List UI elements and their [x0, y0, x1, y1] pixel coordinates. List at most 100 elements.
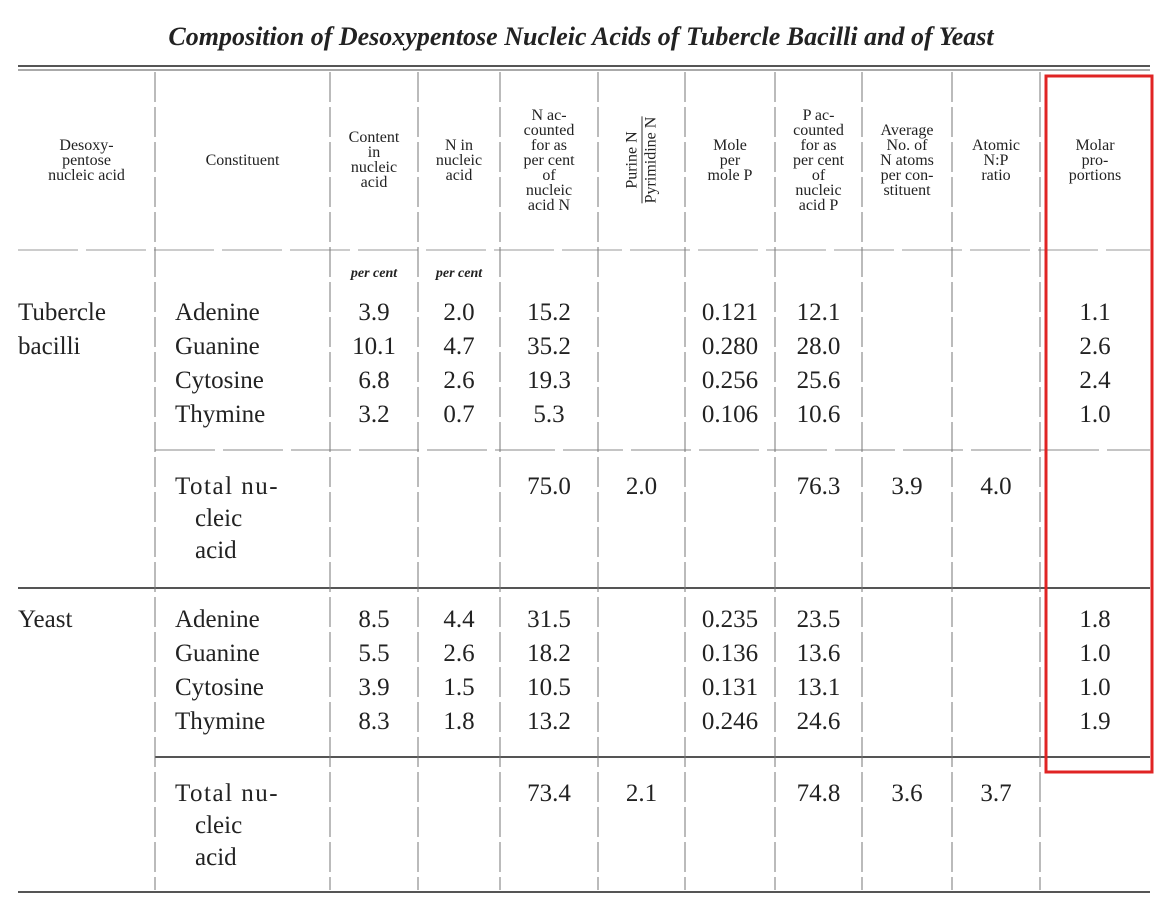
unit-label: per cent [435, 266, 483, 281]
table-cell: 0.7 [443, 401, 475, 428]
table-cell: 24.6 [796, 708, 841, 735]
table-cell: 3.9 [358, 674, 390, 701]
constituent: Cytosine [175, 674, 264, 701]
header-line: mole P [707, 166, 753, 184]
table-cell: 5.5 [358, 640, 390, 667]
table-cell: 2.4 [1079, 367, 1111, 394]
table-cell: 0.235 [701, 606, 759, 633]
column-header: N in nucleic acid [418, 75, 500, 245]
header-line: acid [445, 166, 473, 184]
table-cell: 4.7 [443, 333, 475, 360]
table-cell: 3.9 [891, 473, 923, 500]
table-cell: 0.121 [701, 299, 759, 326]
table-cell: 13.1 [796, 674, 841, 701]
column-header: Mole per mole P [685, 75, 775, 245]
table-cell: 13.2 [527, 708, 571, 735]
table-cell: 1.8 [1079, 606, 1111, 633]
table-cell: 10.1 [352, 333, 396, 360]
header-line: Mole [713, 136, 747, 154]
table-cell: 1.5 [443, 674, 475, 701]
header-line: per [719, 151, 741, 169]
table-cell: 0.246 [701, 708, 759, 735]
header-line: P ac- [802, 106, 835, 124]
table-cell: 15.2 [527, 299, 571, 326]
header-line: acid [360, 174, 388, 191]
column-header: N ac-counted for as per cent of nucleic acid … [500, 75, 598, 245]
table-cell: 1.0 [1079, 640, 1111, 667]
header-line: N atoms [880, 151, 934, 169]
constituent: cleic [195, 505, 243, 532]
highlight-box [1044, 74, 1154, 774]
constituent: cleic [195, 812, 243, 839]
header-line: Pyrimidine N [642, 116, 659, 204]
rotated-header: Purine N Pyrimidine N [623, 116, 660, 204]
header-line: N ac- [531, 106, 567, 124]
unit-label: per cent [350, 266, 398, 281]
table-cell: 4.0 [980, 473, 1012, 500]
header-line: Purine N [623, 116, 642, 204]
column-header: Constituent [155, 75, 330, 245]
header-line: Atomic [972, 136, 1020, 154]
header-line: per cent [792, 151, 845, 169]
table-cell: 0.131 [701, 674, 759, 701]
table-cell: 2.0 [443, 299, 475, 326]
constituent: acid [195, 537, 237, 564]
group-name: bacilli [18, 333, 81, 360]
header-line: nucleic [350, 159, 398, 176]
table-cell: 1.0 [1079, 401, 1111, 428]
table-cell: 1.9 [1079, 708, 1111, 735]
constituent: Thymine [175, 708, 266, 735]
table-cell: 0.280 [701, 333, 759, 360]
table-cell: 25.6 [796, 367, 841, 394]
header-line: counted [523, 121, 575, 139]
group-name: Tubercle [18, 299, 106, 326]
table-cell: 2.1 [625, 780, 658, 807]
header-line: stituent [883, 181, 931, 199]
constituent: Adenine [175, 299, 260, 326]
constituent: Cytosine [175, 367, 264, 394]
table-cell: 1.1 [1079, 299, 1111, 326]
table-cell: 19.3 [527, 367, 571, 394]
table-cell: 13.6 [796, 640, 841, 667]
header-line: for as [531, 136, 567, 154]
header-line: of [811, 166, 826, 184]
table-cell: 3.7 [980, 780, 1012, 807]
header-line: nucleic acid [48, 166, 125, 184]
column-header: Atomic N:P ratio [952, 75, 1040, 245]
header-line: nucleic [795, 181, 842, 199]
header-line: per con- [880, 166, 934, 184]
table-title: Composition of Desoxypentose Nucleic Aci… [168, 22, 994, 51]
column-header: Average No. of N atoms per con-stituent [862, 75, 952, 245]
header-line: Average [880, 121, 934, 139]
header-line: ratio [981, 166, 1011, 184]
table-cell: 3.2 [358, 401, 390, 428]
table-cell: 28.0 [796, 333, 841, 360]
constituent: Guanine [175, 640, 260, 667]
constituent: Adenine [175, 606, 260, 633]
table-cell: 31.5 [527, 606, 571, 633]
header-line: pentose [62, 151, 111, 169]
column-header: Desoxy-pentose nucleic acid [18, 75, 155, 245]
constituent: Total nu- [175, 780, 280, 807]
table-cell: 73.4 [527, 780, 571, 807]
table-cell: 3.9 [358, 299, 390, 326]
table-cell: 0.136 [701, 640, 759, 667]
table-cell: 2.6 [1079, 333, 1111, 360]
constituent: Total nu- [175, 473, 280, 500]
table-cell: 0.106 [701, 401, 759, 428]
header-line: Content [348, 129, 400, 146]
header-line: Desoxy- [59, 136, 114, 154]
header-line: No. of [886, 136, 928, 154]
header-line: pro- [1081, 151, 1109, 169]
table-cell: 2.0 [625, 473, 658, 500]
table-cell: 2.6 [443, 640, 475, 667]
header-line: N:P [983, 151, 1009, 169]
header-line: Constituent [205, 151, 280, 169]
table-cell: 76.3 [796, 473, 841, 500]
table-cell: 74.8 [796, 780, 841, 807]
table-cell: 1.0 [1079, 674, 1111, 701]
constituent: Thymine [175, 401, 266, 428]
